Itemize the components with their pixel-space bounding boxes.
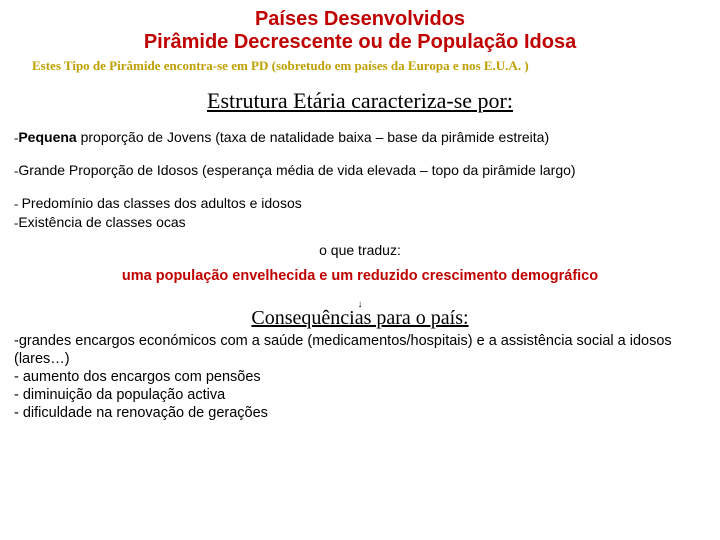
bullet-1-bold: Pequena xyxy=(18,129,76,145)
subtitle: Estes Tipo de Pirâmide encontra-se em PD… xyxy=(32,58,706,74)
bullet-3-4: - Predomínio das classes dos adultos e i… xyxy=(14,194,706,232)
bullet-4-text: Existência de classes ocas xyxy=(18,214,185,230)
title-line-1: Países Desenvolvidos xyxy=(14,8,706,31)
conseq-4: - dificuldade na renovação de gerações xyxy=(14,404,706,422)
bullet-3-dash: - xyxy=(14,196,22,211)
conseq-2: - aumento dos encargos com pensões xyxy=(14,368,706,386)
conseq-1: -grandes encargos económicos com a saúde… xyxy=(14,332,706,368)
section-heading-consequences: Consequências para o país: xyxy=(14,307,706,330)
title-block: Países Desenvolvidos Pirâmide Decrescent… xyxy=(14,8,706,54)
red-summary: uma população envelhecida e um reduzido … xyxy=(14,268,706,284)
bullet-2-text: Grande Proporção de Idosos (esperança mé… xyxy=(18,162,575,178)
consequences-list: -grandes encargos económicos com a saúde… xyxy=(14,332,706,423)
bullet-2: -Grande Proporção de Idosos (esperança m… xyxy=(14,161,706,180)
section-heading-structure: Estrutura Etária caracteriza-se por: xyxy=(14,88,706,114)
traduz-label: o que traduz: xyxy=(14,242,706,258)
bullet-1: -Pequena proporção de Jovens (taxa de na… xyxy=(14,128,706,147)
title-line-2: Pirâmide Decrescente ou de População Ido… xyxy=(14,31,706,54)
bullet-3-text: Predomínio das classes dos adultos e ido… xyxy=(22,195,302,211)
conseq-3: - diminuição da população activa xyxy=(14,386,706,404)
bullet-1-rest: proporção de Jovens (taxa de natalidade … xyxy=(77,129,549,145)
